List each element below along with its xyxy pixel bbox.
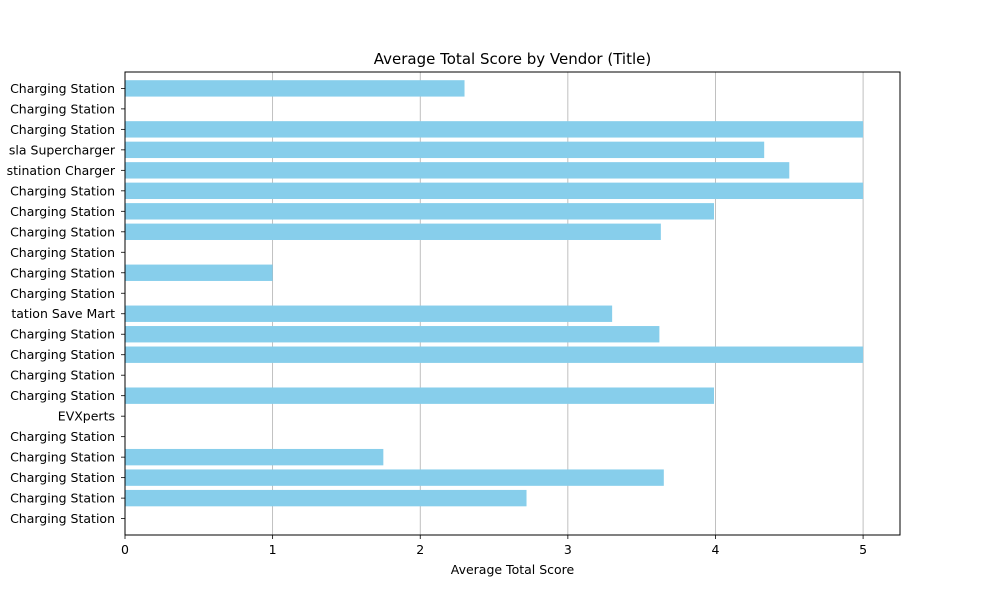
bar: [125, 80, 465, 97]
y-tick-label: Charging Station: [10, 470, 115, 485]
y-tick-label: Charging Station: [10, 81, 115, 96]
y-tick-label: Charging Station: [10, 327, 115, 342]
bar: [125, 305, 613, 322]
y-tick-label: Charging Station: [10, 101, 115, 116]
bar: [125, 162, 790, 179]
bar: [125, 489, 527, 507]
y-axis-ticks: Charging Station Charging Station Charging…: [7, 81, 125, 526]
x-tick-label: 5: [859, 542, 867, 557]
bar: [125, 264, 273, 281]
y-tick-label: Charging Station: [10, 368, 115, 383]
bars: [125, 80, 864, 507]
y-tick-label: Charging Station: [10, 122, 115, 137]
y-tick-label: stination Charger: [7, 163, 116, 178]
y-tick-label: EVXperts: [58, 409, 115, 424]
chart-title: Average Total Score by Vendor (Title): [374, 50, 651, 68]
x-tick-label: 2: [416, 542, 424, 557]
bar: [125, 182, 864, 200]
y-tick-label: Charging Station: [10, 224, 115, 239]
plot-frame: [124, 71, 901, 536]
bar: [125, 203, 714, 220]
x-axis-label: Average Total Score: [451, 562, 575, 577]
y-tick-label: Charging Station: [10, 204, 115, 219]
y-tick-label: Charging Station: [10, 183, 115, 198]
y-tick-label: Charging Station: [10, 450, 115, 465]
x-tick-label: 0: [121, 542, 129, 557]
y-tick-label: Charging Station: [10, 347, 115, 362]
y-tick-label: Charging Station: [10, 388, 115, 403]
bar: [125, 141, 765, 159]
x-tick-label: 3: [564, 542, 572, 557]
y-tick-label: tation Save Mart: [11, 306, 115, 321]
bar: [125, 346, 864, 363]
bar: [125, 223, 661, 240]
bar: [125, 469, 664, 486]
y-tick-label: Charging Station: [10, 429, 115, 444]
y-tick-label: sla Supercharger: [9, 142, 116, 157]
y-tick-label: Charging Station: [10, 491, 115, 506]
bar: [125, 121, 864, 138]
x-tick-label: 4: [711, 542, 719, 557]
bar: [125, 448, 384, 466]
y-tick-label: Charging Station: [10, 265, 115, 280]
y-tick-label: Charging Station: [10, 245, 115, 260]
x-axis-ticks: 0 1 2 3 4 5: [121, 535, 867, 557]
bar: [125, 326, 660, 343]
bar: [125, 387, 714, 404]
x-tick-label: 1: [269, 542, 277, 557]
y-tick-label: Charging Station: [10, 511, 115, 526]
y-tick-label: Charging Station: [10, 286, 115, 301]
